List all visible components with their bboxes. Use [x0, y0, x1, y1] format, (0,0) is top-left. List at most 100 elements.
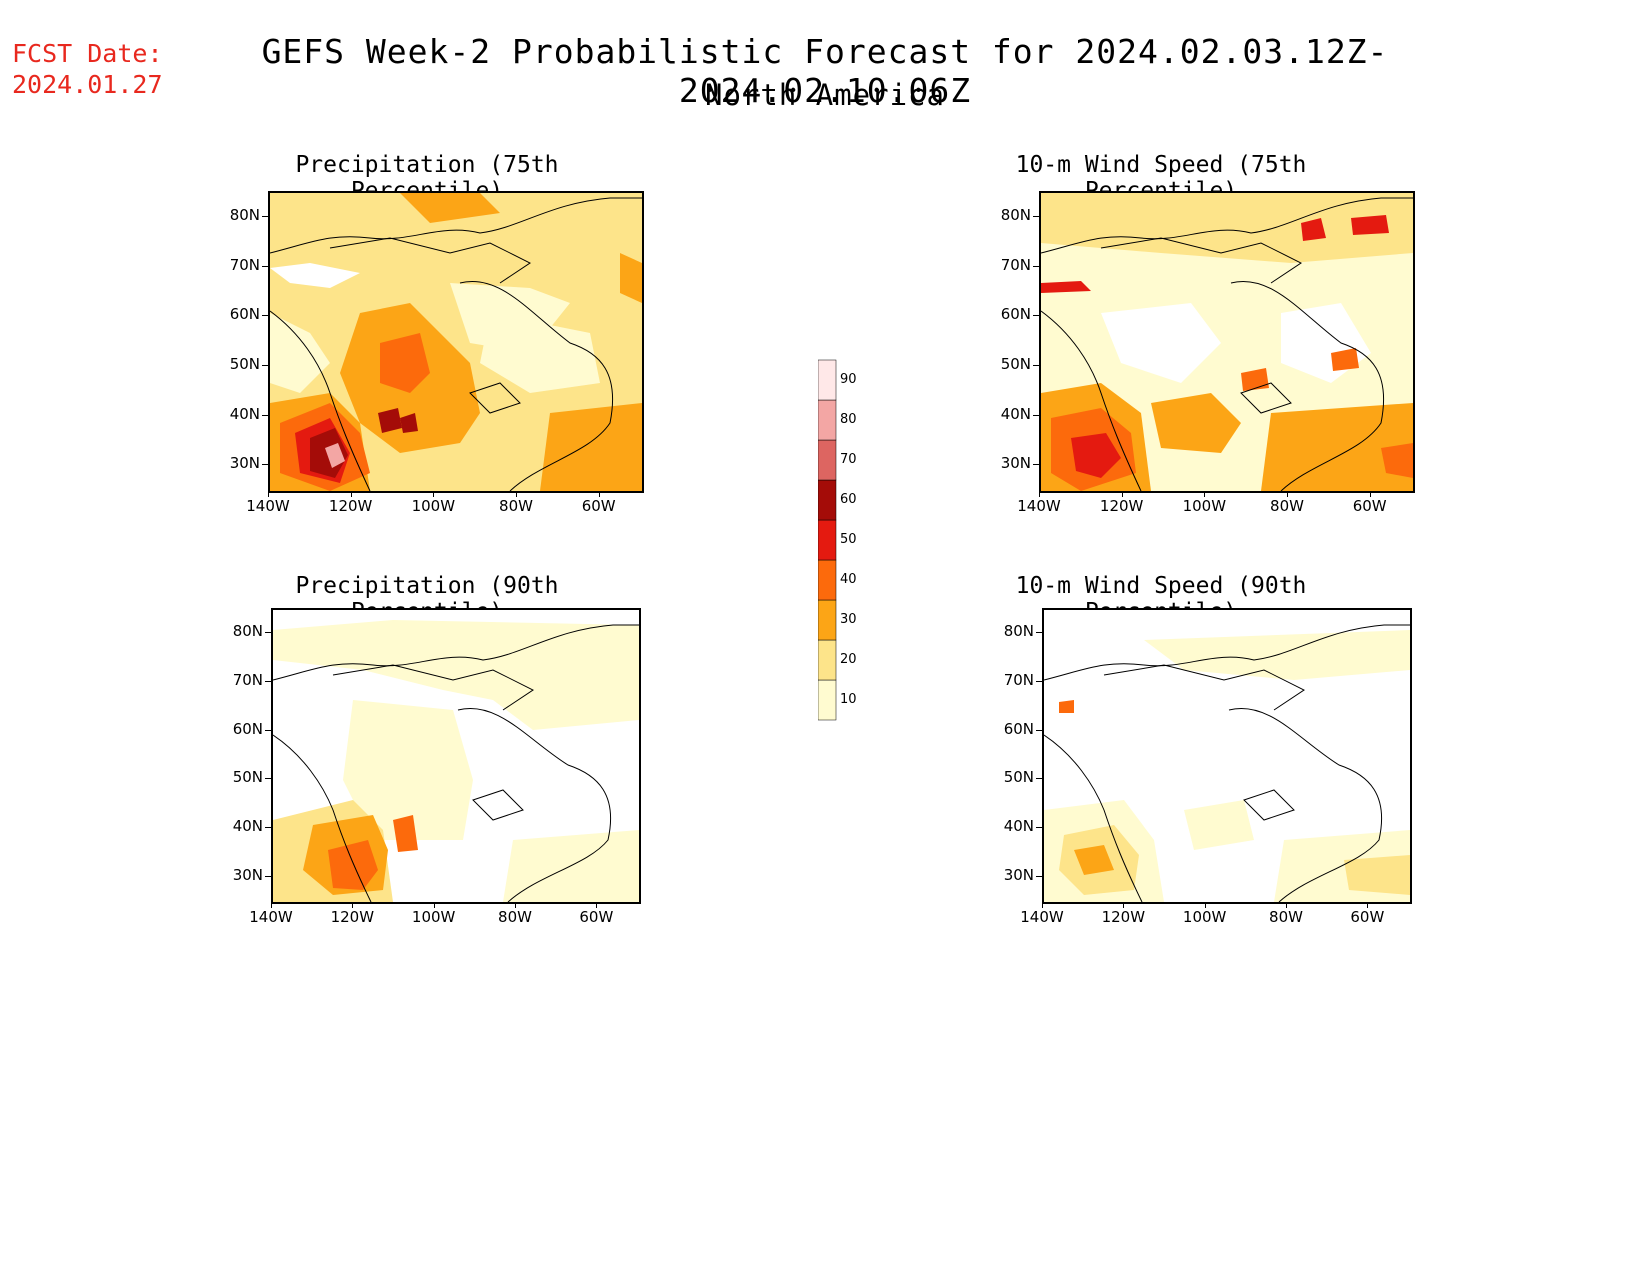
lat-tick-mark: [265, 681, 271, 682]
lon-tick-label: 100W: [1182, 497, 1227, 515]
lat-tick-mark: [1036, 827, 1042, 828]
lat-tick-mark: [262, 414, 268, 416]
lat-tick-label: 80N: [229, 205, 260, 224]
lat-tick-mark: [265, 632, 271, 634]
lon-tick-mark: [350, 491, 352, 497]
lat-tick-label: 50N: [229, 354, 260, 373]
lon-tick-label: 80W: [1269, 908, 1303, 926]
lon-tick-mark: [268, 491, 269, 497]
lat-tick-label: 50N: [1003, 768, 1034, 787]
colorbar-bin: [818, 399, 837, 441]
lat-tick-label: 70N: [1003, 671, 1034, 689]
wind-75-contours: [1041, 193, 1413, 491]
colorbar-label: 60: [840, 492, 857, 507]
lat-tick-label: 30N: [232, 865, 263, 884]
colorbar-label: 10: [840, 692, 857, 707]
lon-tick-mark: [515, 902, 516, 908]
lat-tick-label: 60N: [1003, 719, 1034, 738]
colorbar-bin: [818, 559, 837, 601]
colorbar-bin: [818, 599, 837, 641]
lon-tick-label: 120W: [1101, 908, 1146, 926]
colorbar-bin: [818, 639, 837, 681]
lat-tick-mark: [1033, 315, 1039, 317]
colorbar-bin: [818, 439, 837, 481]
lat-tick-mark: [265, 875, 271, 877]
lat-tick-mark: [262, 364, 268, 366]
lon-tick-label: 80W: [1270, 497, 1304, 515]
lon-tick-label: 140W: [249, 908, 293, 926]
colorbar-label: 80: [840, 412, 857, 427]
lon-tick-mark: [1121, 491, 1123, 497]
main-title: GEFS Week-2 Probabilistic Forecast for 2…: [261, 32, 1389, 110]
lat-tick-mark: [1036, 632, 1042, 634]
lat-tick-mark: [1033, 215, 1039, 217]
colorbar-label: 70: [840, 452, 857, 467]
lon-tick-mark: [516, 491, 517, 497]
lon-tick-label: 120W: [1099, 497, 1144, 515]
colorbar-label: 20: [840, 652, 857, 667]
lat-tick-mark: [1033, 364, 1039, 366]
forecast-date-caption: FCST Date:: [12, 39, 163, 68]
map-wind-90: [1042, 608, 1412, 904]
colorbar-label: 90: [840, 372, 857, 387]
lon-tick-label: 80W: [498, 908, 532, 926]
lat-tick-mark: [1036, 681, 1042, 682]
lat-tick-label: 60N: [232, 719, 263, 738]
forecast-date-value: 2024.01.27: [12, 70, 163, 99]
colorbar-bin: [818, 679, 837, 721]
map-wind-75: [1039, 191, 1415, 493]
colorbar-bin: [818, 519, 837, 561]
forecast-date-label: FCST Date: 2024.01.27: [12, 38, 163, 100]
lon-tick-label: 140W: [1020, 908, 1064, 926]
lon-tick-label: 100W: [411, 908, 456, 926]
lon-tick-label: 80W: [499, 497, 533, 515]
lat-tick-mark: [265, 729, 271, 731]
lon-tick-label: 120W: [328, 497, 373, 515]
lon-tick-label: 60W: [581, 497, 616, 515]
lat-tick-mark: [1036, 778, 1042, 780]
lon-tick-mark: [352, 902, 354, 908]
lat-tick-label: 70N: [1000, 255, 1031, 274]
lon-tick-mark: [433, 491, 435, 497]
lon-tick-label: 60W: [1350, 908, 1385, 926]
lat-tick-label: 70N: [232, 671, 263, 689]
lat-tick-label: 40N: [1003, 817, 1034, 835]
lat-tick-label: 50N: [1000, 354, 1031, 373]
lat-tick-mark: [262, 215, 268, 217]
lat-tick-label: 40N: [232, 817, 263, 835]
colorbar-label: 40: [840, 572, 857, 587]
lat-tick-label: 40N: [229, 404, 260, 423]
colorbar-bin: [818, 359, 837, 401]
lat-tick-mark: [1033, 464, 1039, 466]
lat-tick-label: 80N: [232, 622, 263, 641]
lon-tick-mark: [598, 491, 600, 497]
region-subtitle: North America: [705, 78, 945, 112]
lat-tick-mark: [1033, 414, 1039, 416]
lat-tick-label: 30N: [229, 454, 260, 473]
lon-tick-label: 120W: [330, 908, 375, 926]
lon-tick-mark: [1042, 902, 1043, 908]
lon-tick-label: 60W: [579, 908, 614, 926]
lat-tick-label: 60N: [1000, 305, 1031, 324]
colorbar-bin: [818, 479, 837, 521]
map-precip-75: [268, 191, 644, 493]
lon-tick-mark: [1204, 902, 1206, 908]
lat-tick-label: 60N: [229, 305, 260, 324]
lat-tick-label: 30N: [1000, 454, 1031, 473]
lon-tick-mark: [1204, 491, 1206, 497]
lat-tick-label: 50N: [232, 768, 263, 787]
lon-tick-mark: [1039, 491, 1040, 497]
lat-tick-label: 80N: [1000, 205, 1031, 224]
precip-75-contours: [270, 193, 642, 491]
lat-tick-mark: [262, 265, 268, 267]
lat-tick-mark: [262, 315, 268, 317]
lon-tick-mark: [1287, 491, 1288, 497]
precip-90-contours: [273, 610, 639, 902]
lon-tick-label: 140W: [246, 497, 290, 515]
lat-tick-label: 70N: [229, 255, 260, 274]
colorbar-label: 50: [840, 532, 857, 547]
lon-tick-label: 100W: [411, 497, 456, 515]
lon-tick-mark: [1367, 902, 1369, 908]
lat-tick-mark: [265, 827, 271, 828]
lat-tick-mark: [1036, 729, 1042, 731]
